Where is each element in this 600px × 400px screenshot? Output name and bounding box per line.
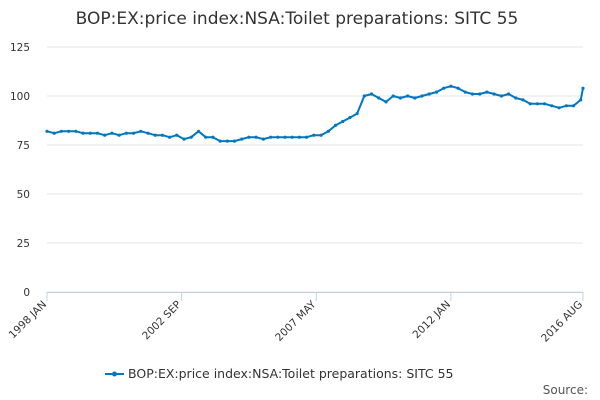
data-point[interactable] (225, 139, 229, 143)
y-tick-label: 75 (17, 140, 30, 152)
data-point[interactable] (369, 92, 374, 96)
data-point[interactable] (398, 96, 402, 100)
data-point[interactable] (131, 131, 136, 135)
data-point[interactable] (269, 135, 273, 139)
data-point[interactable] (146, 131, 150, 135)
data-point[interactable] (391, 94, 395, 98)
series-layer (45, 84, 585, 143)
data-point[interactable] (355, 112, 359, 116)
data-point[interactable] (312, 133, 316, 137)
series-line (46, 85, 584, 143)
chart-title: BOP:EX:price index:NSA:Toilet preparatio… (76, 9, 519, 29)
data-point[interactable] (204, 135, 208, 139)
data-point[interactable] (571, 104, 576, 108)
x-tick-label: 1998 JAN (7, 299, 49, 341)
y-axis: 0 25 50 75 100 125 (10, 42, 30, 299)
data-point[interactable] (564, 104, 568, 108)
data-point[interactable] (95, 131, 100, 135)
data-point[interactable] (333, 123, 338, 127)
data-point[interactable] (341, 119, 345, 124)
data-point[interactable] (348, 116, 352, 120)
data-point[interactable] (211, 135, 215, 139)
data-point[interactable] (81, 131, 85, 135)
data-point[interactable] (276, 135, 280, 139)
data-point[interactable] (52, 131, 56, 135)
data-point[interactable] (103, 133, 107, 137)
legend[interactable]: BOP:EX:price index:NSA:Toilet preparatio… (105, 366, 454, 381)
data-point[interactable] (88, 131, 92, 135)
source-label: Source: (543, 383, 588, 397)
x-tick-label: 2012 JAN (411, 299, 453, 341)
data-point[interactable] (319, 133, 323, 137)
y-tick-label: 100 (10, 91, 30, 103)
data-point[interactable] (579, 98, 583, 102)
data-point[interactable] (261, 137, 265, 141)
data-point[interactable] (74, 129, 78, 133)
data-point[interactable] (463, 90, 467, 94)
gridlines (47, 46, 583, 293)
data-point[interactable] (232, 139, 237, 143)
data-point[interactable] (507, 92, 511, 96)
y-tick-label: 125 (10, 42, 30, 54)
legend-swatch-marker (112, 371, 117, 377)
data-point[interactable] (290, 135, 294, 139)
data-point[interactable] (543, 102, 547, 106)
y-tick-label: 0 (23, 287, 30, 299)
y-tick-label: 50 (17, 189, 30, 201)
data-point[interactable] (521, 98, 525, 102)
data-point[interactable] (470, 92, 475, 96)
data-point[interactable] (59, 129, 64, 133)
data-point[interactable] (535, 102, 540, 106)
data-point[interactable] (67, 129, 71, 133)
x-tick-label: 2007 MAY (273, 298, 319, 344)
data-point[interactable] (110, 131, 114, 135)
data-point[interactable] (449, 84, 453, 88)
data-point[interactable] (377, 96, 381, 100)
data-point[interactable] (384, 100, 388, 104)
data-point[interactable] (557, 106, 561, 110)
data-point[interactable] (456, 86, 460, 90)
data-point[interactable] (581, 86, 585, 90)
y-tick-label: 25 (17, 238, 30, 250)
data-point[interactable] (283, 135, 287, 139)
data-point[interactable] (160, 133, 164, 137)
data-point[interactable] (254, 135, 258, 139)
data-point[interactable] (45, 129, 49, 133)
x-tick-label: 2002 SEP (140, 299, 184, 343)
data-point[interactable] (189, 135, 193, 139)
data-point[interactable] (240, 137, 244, 141)
data-point[interactable] (427, 92, 431, 96)
data-point[interactable] (247, 135, 251, 139)
data-point[interactable] (406, 94, 410, 98)
data-point[interactable] (413, 96, 417, 100)
data-point[interactable] (442, 86, 446, 90)
data-point[interactable] (420, 94, 424, 98)
data-point[interactable] (478, 92, 482, 96)
data-point[interactable] (326, 129, 330, 133)
data-point[interactable] (175, 133, 179, 137)
data-point[interactable] (297, 135, 301, 139)
data-point[interactable] (196, 129, 201, 133)
data-point[interactable] (550, 104, 554, 108)
data-point[interactable] (485, 90, 489, 94)
data-point[interactable] (492, 92, 496, 96)
data-point[interactable] (218, 139, 222, 143)
data-point[interactable] (124, 131, 128, 135)
data-point[interactable] (434, 90, 439, 94)
data-point[interactable] (514, 96, 518, 100)
x-axis: 1998 JAN 2002 SEP 2007 MAY 2012 JAN 2016 AUG (7, 292, 585, 345)
data-point[interactable] (117, 133, 121, 137)
data-point[interactable] (499, 94, 503, 98)
data-point[interactable] (362, 94, 366, 98)
data-point[interactable] (153, 133, 157, 137)
legend-label: BOP:EX:price index:NSA:Toilet preparatio… (128, 366, 454, 381)
data-point[interactable] (168, 135, 172, 139)
x-tick-label: 2016 AUG (539, 299, 585, 345)
data-point[interactable] (305, 135, 309, 139)
data-point[interactable] (182, 137, 186, 141)
data-point[interactable] (139, 129, 143, 133)
data-point[interactable] (528, 102, 532, 106)
